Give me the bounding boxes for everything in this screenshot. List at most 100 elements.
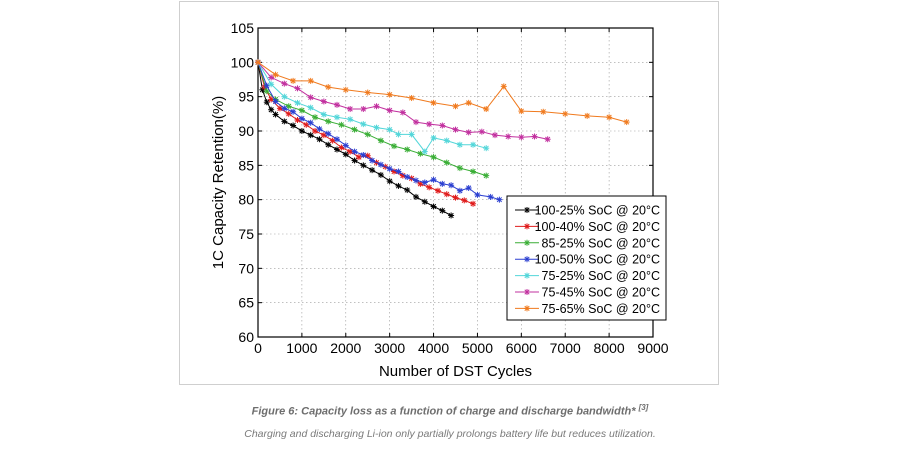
x-tick-label: 3000 — [374, 340, 405, 356]
data-point — [281, 118, 288, 125]
data-point — [606, 114, 613, 121]
data-point — [544, 136, 551, 143]
data-point — [320, 111, 327, 118]
data-point — [439, 122, 446, 129]
legend-marker — [524, 256, 530, 263]
data-point — [351, 148, 358, 155]
data-point — [307, 104, 314, 111]
data-point — [307, 77, 314, 84]
data-point — [518, 108, 525, 115]
data-point — [623, 119, 630, 126]
plot-border — [257, 27, 654, 338]
data-point — [272, 111, 279, 118]
data-point — [470, 200, 477, 207]
data-point — [421, 179, 428, 186]
data-point — [413, 193, 419, 200]
data-point — [316, 136, 323, 143]
legend-item: 100-50% SoC @ 20°C — [515, 253, 660, 267]
x-tick-label: 8000 — [594, 340, 625, 356]
data-point — [430, 203, 437, 210]
data-point — [364, 89, 371, 96]
legend-marker — [524, 239, 530, 246]
legend-label: 100-40% SoC @ 20°C — [535, 220, 660, 234]
data-point — [263, 88, 270, 95]
series-1 — [255, 59, 455, 219]
data-point — [360, 121, 367, 128]
y-tick-label: 80 — [238, 192, 254, 208]
data-point — [404, 174, 411, 181]
data-point — [430, 154, 437, 161]
data-point — [439, 207, 446, 214]
data-point — [584, 112, 591, 119]
x-tick-label: 9000 — [637, 340, 668, 356]
data-point — [347, 106, 354, 113]
data-point — [465, 99, 472, 106]
legend: 100-25% SoC @ 20°C 100-40% SoC @ 20°C 85-2… — [506, 195, 667, 321]
data-point — [325, 130, 332, 137]
data-point — [263, 99, 270, 106]
data-point — [413, 119, 419, 126]
data-point — [338, 121, 345, 128]
data-point — [518, 134, 525, 141]
data-point — [434, 187, 441, 194]
data-point — [408, 95, 415, 102]
legend-marker — [524, 223, 530, 230]
data-point — [294, 117, 301, 124]
legend-item: 75-25% SoC @ 20°C — [515, 269, 660, 283]
data-point — [320, 98, 327, 105]
legend-label: 100-50% SoC @ 20°C — [535, 253, 660, 267]
legend-label: 75-45% SoC @ 20°C — [542, 286, 660, 300]
y-axis-label: 1C Capacity Retention(%) — [210, 96, 227, 269]
data-point — [386, 107, 393, 114]
data-point — [272, 98, 279, 105]
data-point — [500, 83, 507, 90]
legend-item: 100-40% SoC @ 20°C — [515, 220, 660, 234]
x-tick-label: 0 — [254, 340, 262, 356]
data-point — [404, 187, 411, 194]
x-tick-label: 4000 — [418, 340, 449, 356]
data-point — [386, 178, 393, 185]
data-point — [290, 122, 297, 129]
caption-title-text: Figure 6: Capacity loss as a function of… — [251, 405, 636, 418]
data-point — [268, 74, 275, 81]
data-point — [351, 126, 358, 133]
data-point — [347, 116, 354, 123]
data-point — [404, 146, 411, 153]
data-point — [399, 109, 406, 116]
data-point — [281, 93, 288, 100]
data-point — [465, 129, 472, 136]
data-point — [281, 105, 288, 112]
x-tick-label: 2000 — [330, 340, 361, 356]
series-3 — [255, 59, 490, 179]
legend-item: 75-45% SoC @ 20°C — [515, 286, 660, 300]
data-point — [531, 133, 538, 140]
y-tick-label: 95 — [238, 89, 254, 105]
data-point — [505, 133, 512, 140]
data-point — [483, 106, 490, 113]
y-tick-label: 75 — [238, 226, 254, 242]
data-point — [430, 134, 437, 141]
data-point — [540, 108, 547, 115]
data-point — [307, 94, 314, 101]
data-point — [373, 124, 380, 131]
data-point — [307, 119, 314, 126]
data-point — [334, 136, 340, 143]
data-point — [325, 118, 332, 125]
data-point — [369, 157, 376, 164]
data-point — [334, 146, 340, 153]
legend-marker — [524, 207, 530, 213]
data-point — [298, 115, 305, 122]
data-point — [386, 91, 393, 98]
data-point — [430, 99, 437, 106]
data-point — [272, 71, 279, 78]
data-point — [487, 193, 494, 200]
data-point — [461, 197, 468, 204]
data-point — [377, 161, 384, 168]
data-point — [452, 103, 459, 110]
data-point — [492, 132, 498, 139]
data-point — [443, 159, 450, 166]
data-point — [325, 84, 332, 91]
caption-reference-link[interactable]: [3] — [638, 403, 649, 412]
data-point — [312, 114, 319, 121]
data-point — [456, 187, 463, 194]
